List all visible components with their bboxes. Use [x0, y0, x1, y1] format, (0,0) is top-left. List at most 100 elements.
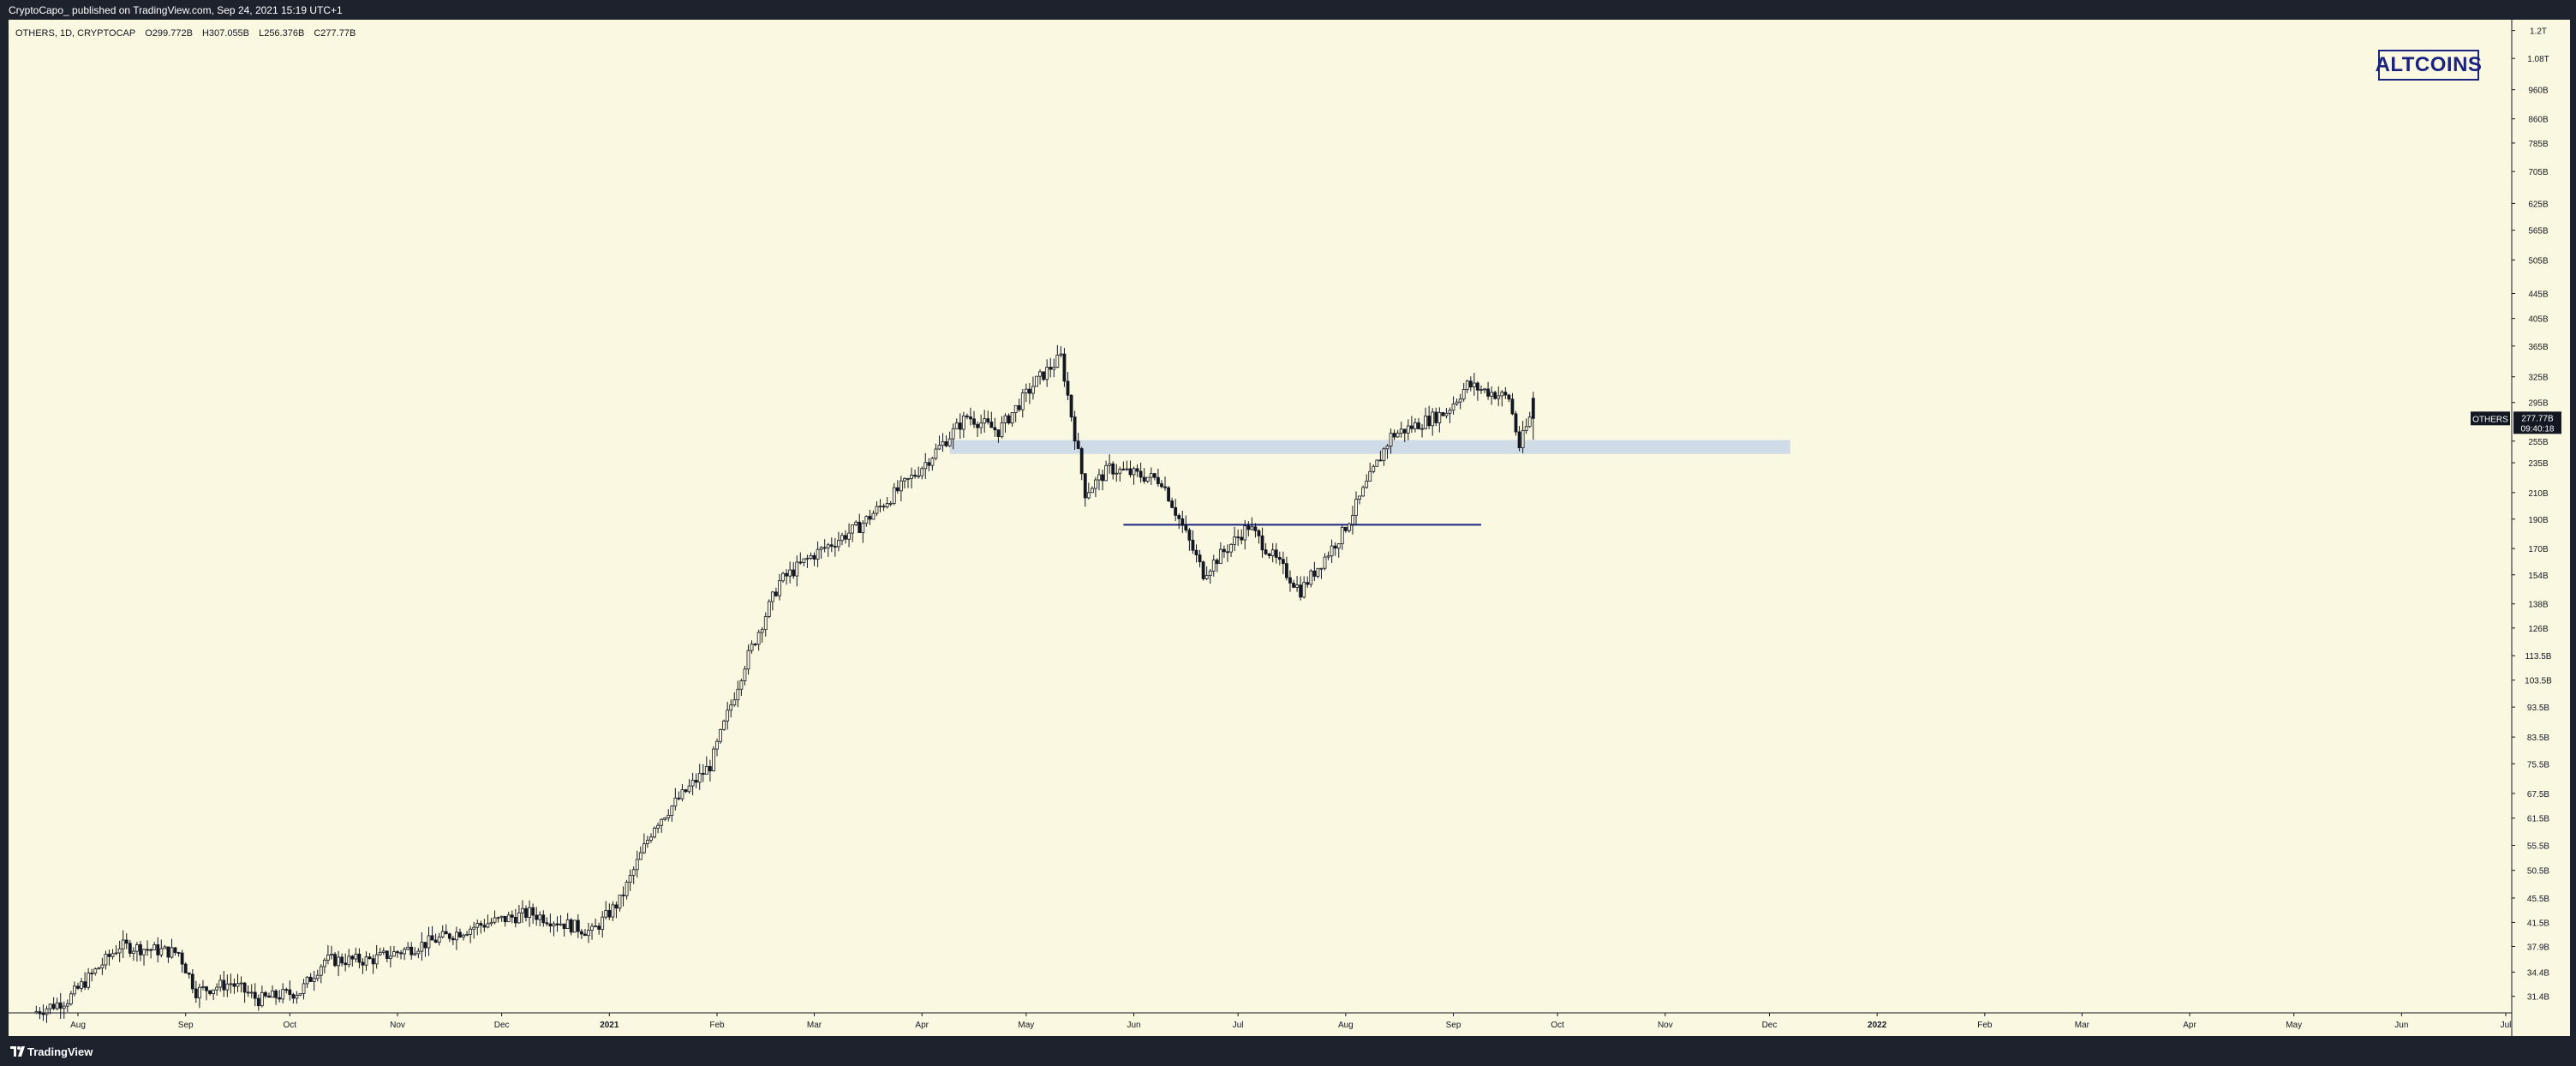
support-zone[interactable] [949, 440, 1790, 454]
candle [785, 569, 788, 585]
candle [444, 924, 448, 935]
candle [1083, 473, 1087, 507]
candle [176, 951, 181, 957]
candle [704, 756, 708, 775]
candle [715, 738, 719, 757]
x-tick-label: Mar [2075, 1021, 2090, 1030]
candle [708, 759, 712, 782]
candle [69, 991, 73, 1006]
y-tick-label: 210B [2528, 489, 2549, 499]
candle [503, 915, 507, 927]
price-axis[interactable] [2512, 20, 2570, 1036]
candle [239, 976, 243, 993]
candle [139, 941, 142, 961]
candle [864, 515, 869, 527]
candle [614, 901, 619, 919]
candle [559, 914, 563, 926]
y-tick-label: 34.4B [2527, 968, 2549, 978]
chart-area[interactable] [9, 20, 2512, 1036]
candle [1524, 418, 1528, 434]
candle [576, 914, 580, 938]
candle [1319, 567, 1324, 579]
candle [1402, 428, 1407, 442]
x-tick-label: Dec [494, 1021, 510, 1030]
candle [763, 612, 768, 637]
candle [465, 931, 469, 937]
footer-bar [0, 1036, 2576, 1066]
candle [378, 947, 382, 956]
candle [1062, 347, 1067, 387]
y-tick-label: 445B [2528, 290, 2549, 300]
x-tick-label: Sep [178, 1021, 194, 1030]
candle [1187, 527, 1192, 551]
candle [1514, 410, 1518, 436]
candle [1521, 421, 1525, 453]
candle [1306, 576, 1310, 588]
candle [1215, 558, 1219, 572]
y-tick-label: 67.5B [2527, 790, 2549, 800]
publish-text: CryptoCapo_ published on TradingView.com… [9, 4, 343, 16]
candle [1378, 450, 1383, 462]
candle [180, 949, 184, 973]
candle [805, 554, 810, 568]
candle [1340, 525, 1344, 550]
candle [1264, 542, 1268, 555]
y-tick-label: 138B [2528, 601, 2549, 610]
candle [1336, 542, 1341, 558]
candle [73, 981, 76, 997]
candle [781, 572, 785, 584]
candle [1101, 470, 1104, 491]
candle [312, 970, 316, 991]
candle [1145, 476, 1150, 483]
candle [1347, 522, 1351, 533]
candle [462, 933, 465, 941]
candle [854, 520, 858, 527]
x-tick-label: Nov [390, 1021, 405, 1030]
candle [308, 973, 313, 982]
candle [90, 968, 94, 982]
candle [430, 925, 434, 941]
candle [1174, 498, 1178, 522]
candle [920, 466, 924, 480]
candle [1431, 408, 1435, 436]
candle [93, 967, 98, 976]
candle [1163, 476, 1167, 491]
candle [451, 936, 455, 945]
last-price-symbol: OTHERS [2472, 415, 2508, 424]
x-tick-label: Oct [1551, 1021, 1564, 1030]
candle [361, 958, 365, 974]
candle [170, 938, 174, 959]
symbol-info: OTHERS, 1D, CRYPTOCAP O299.772B H307.055… [15, 28, 362, 39]
candle [149, 948, 153, 959]
y-tick-label: 1.08T [2527, 55, 2549, 64]
candle [1013, 404, 1018, 422]
candle [131, 947, 135, 961]
candle [1208, 568, 1212, 584]
candle [1486, 381, 1490, 400]
axes-layer: 1.2T 1.08T 960B 860B 785B 705B 625B 565B 505B 445… [9, 20, 2561, 1036]
candle [117, 940, 122, 962]
y-tick-label: 31.4B [2527, 993, 2549, 1003]
y-tick-label: 83.5B [2527, 734, 2549, 743]
candle [1420, 423, 1424, 438]
candle [469, 925, 473, 943]
candle [899, 476, 903, 502]
candle [388, 946, 392, 967]
candle [1517, 426, 1521, 452]
x-tick-label: May [1018, 1021, 1034, 1030]
candle [152, 942, 157, 950]
candle [792, 562, 796, 579]
candle [1253, 523, 1258, 538]
candle [1375, 459, 1379, 467]
candle [486, 914, 490, 929]
candle [1229, 543, 1233, 557]
candle [910, 467, 913, 488]
candle [937, 435, 941, 451]
y-tick-label: 295B [2528, 399, 2549, 409]
candle [295, 991, 299, 1004]
x-tick-label: 2021 [600, 1021, 619, 1030]
x-tick-label: Jun [1127, 1021, 1140, 1030]
candle [1312, 561, 1317, 581]
candle [513, 908, 517, 928]
y-tick-label: 785B [2528, 140, 2549, 149]
